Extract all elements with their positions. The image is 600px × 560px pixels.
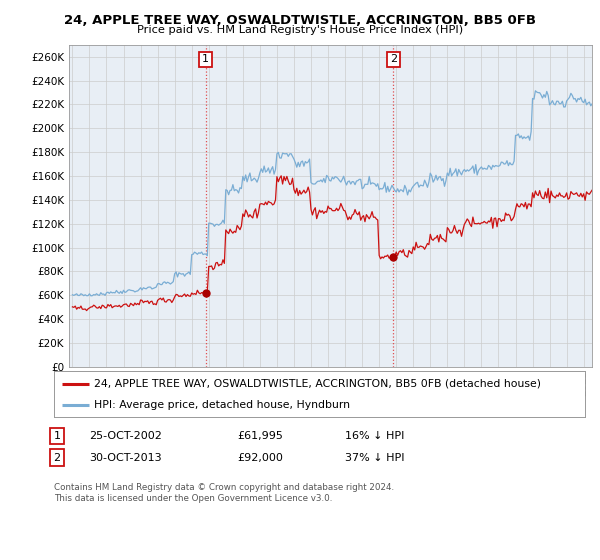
Text: 30-OCT-2013: 30-OCT-2013: [89, 452, 161, 463]
Text: 2: 2: [53, 452, 61, 463]
Text: £61,995: £61,995: [237, 431, 283, 441]
Text: 25-OCT-2002: 25-OCT-2002: [89, 431, 161, 441]
Text: 1: 1: [53, 431, 61, 441]
Text: Contains HM Land Registry data © Crown copyright and database right 2024.: Contains HM Land Registry data © Crown c…: [54, 483, 394, 492]
Text: Price paid vs. HM Land Registry's House Price Index (HPI): Price paid vs. HM Land Registry's House …: [137, 25, 463, 35]
Text: 2: 2: [390, 54, 397, 64]
Text: 1: 1: [202, 54, 209, 64]
Text: 24, APPLE TREE WAY, OSWALDTWISTLE, ACCRINGTON, BB5 0FB: 24, APPLE TREE WAY, OSWALDTWISTLE, ACCRI…: [64, 14, 536, 27]
Text: This data is licensed under the Open Government Licence v3.0.: This data is licensed under the Open Gov…: [54, 494, 332, 503]
Text: HPI: Average price, detached house, Hyndburn: HPI: Average price, detached house, Hynd…: [94, 400, 350, 410]
Text: 37% ↓ HPI: 37% ↓ HPI: [345, 452, 404, 463]
Text: 16% ↓ HPI: 16% ↓ HPI: [345, 431, 404, 441]
Text: 24, APPLE TREE WAY, OSWALDTWISTLE, ACCRINGTON, BB5 0FB (detached house): 24, APPLE TREE WAY, OSWALDTWISTLE, ACCRI…: [94, 379, 541, 389]
Text: £92,000: £92,000: [237, 452, 283, 463]
